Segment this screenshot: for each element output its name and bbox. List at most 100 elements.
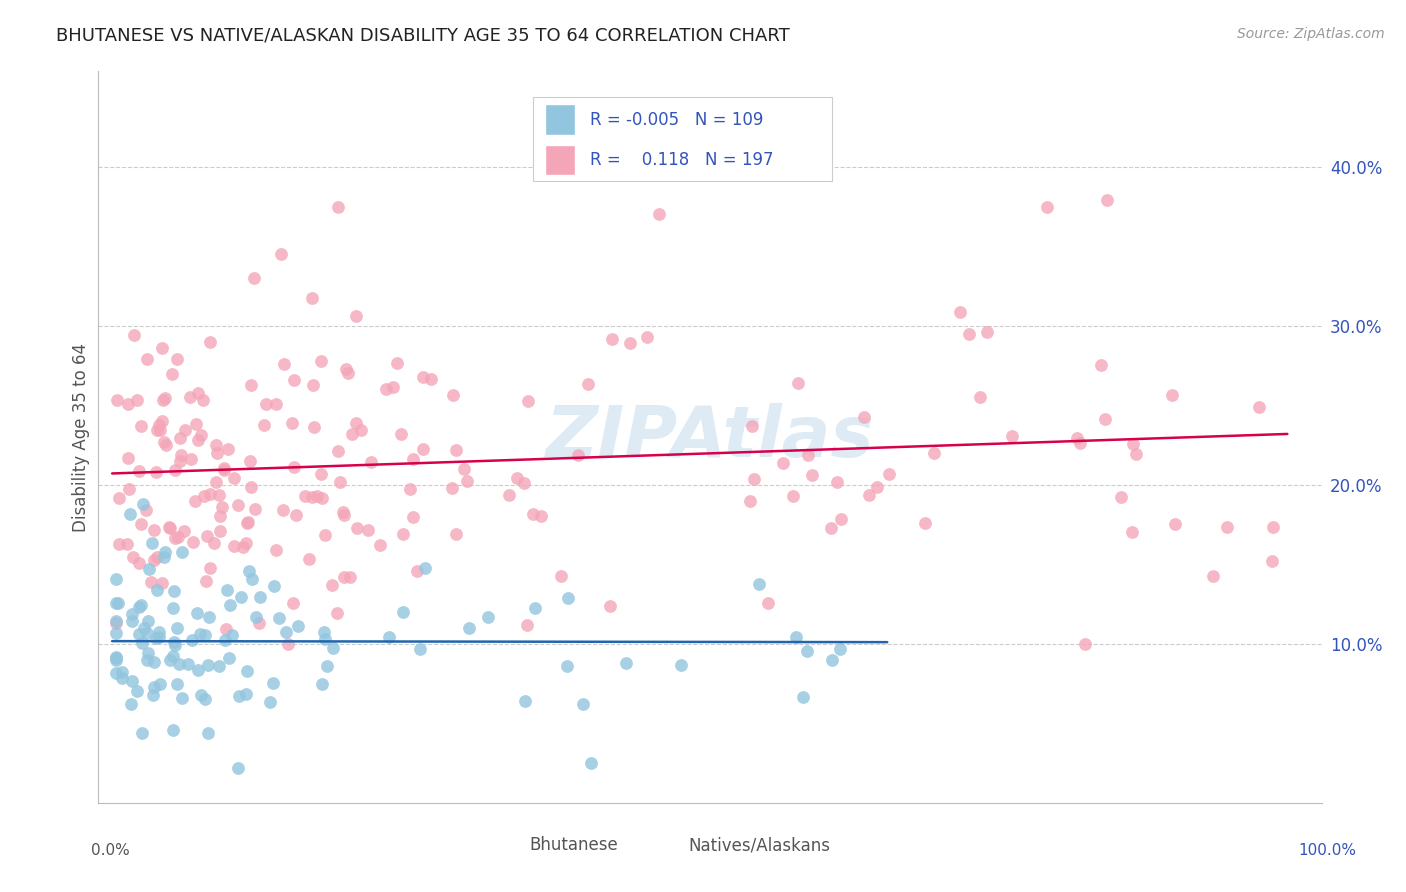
Point xyxy=(128,464,150,478)
Point xyxy=(194,628,217,642)
Point xyxy=(785,630,807,644)
Point xyxy=(111,672,134,686)
Point xyxy=(162,649,184,664)
Point xyxy=(162,600,184,615)
Point xyxy=(1090,358,1112,372)
Point xyxy=(820,521,842,535)
Point xyxy=(524,600,547,615)
Point xyxy=(128,627,150,641)
Point xyxy=(221,628,243,642)
Point xyxy=(198,334,221,349)
Point xyxy=(197,658,219,673)
Point xyxy=(135,503,157,517)
Point xyxy=(166,351,188,366)
Point xyxy=(311,491,333,506)
Point xyxy=(412,370,434,384)
Point xyxy=(530,508,553,523)
Point xyxy=(357,523,380,537)
Point xyxy=(118,483,141,497)
Bar xyxy=(496,830,523,858)
Point xyxy=(636,329,658,343)
Point xyxy=(392,605,415,619)
Point xyxy=(314,624,336,639)
Point xyxy=(828,641,851,656)
Point xyxy=(377,631,399,645)
Point xyxy=(236,664,259,678)
Point xyxy=(243,271,266,285)
Point xyxy=(412,442,434,456)
Point xyxy=(177,657,200,671)
Point xyxy=(209,508,232,523)
Point xyxy=(236,516,259,530)
Point xyxy=(329,475,352,489)
Text: Natives/Alaskans: Natives/Alaskans xyxy=(688,836,830,855)
Point xyxy=(169,431,191,445)
Point xyxy=(170,448,193,462)
Point xyxy=(215,582,238,597)
Point xyxy=(211,500,233,514)
Point xyxy=(1263,520,1285,534)
Point xyxy=(131,726,153,740)
Point xyxy=(401,509,423,524)
Point xyxy=(166,621,188,635)
Point xyxy=(866,480,889,494)
Point xyxy=(600,333,623,347)
Point xyxy=(155,438,177,452)
Point xyxy=(1121,437,1143,451)
Point xyxy=(138,562,160,576)
Point xyxy=(174,423,197,437)
Point xyxy=(143,655,166,669)
Point xyxy=(441,388,464,402)
Point xyxy=(259,695,281,709)
Point xyxy=(344,416,367,430)
Point xyxy=(399,482,422,496)
Point xyxy=(517,394,540,409)
Point xyxy=(129,598,152,612)
Text: R = -0.005   N = 109: R = -0.005 N = 109 xyxy=(591,111,763,128)
Point xyxy=(187,386,209,401)
Point xyxy=(1094,412,1116,426)
Point xyxy=(198,609,221,624)
Point xyxy=(576,377,599,392)
Point xyxy=(224,539,246,553)
Point xyxy=(132,497,155,511)
Point xyxy=(1121,525,1143,540)
Point xyxy=(235,536,257,550)
Point xyxy=(131,635,153,649)
Point xyxy=(1001,429,1024,443)
Point xyxy=(108,491,131,505)
Point xyxy=(163,531,186,545)
Point xyxy=(153,434,176,449)
Point xyxy=(360,455,382,469)
Point xyxy=(301,291,323,305)
Point xyxy=(104,596,127,610)
Point xyxy=(172,545,194,559)
Point xyxy=(238,564,260,578)
Point xyxy=(149,677,172,691)
Point xyxy=(138,614,160,628)
Point xyxy=(274,624,297,639)
Point xyxy=(336,366,359,380)
Point xyxy=(550,569,572,583)
Point xyxy=(326,444,349,458)
Point xyxy=(516,617,538,632)
Point xyxy=(382,380,405,394)
Y-axis label: Disability Age 35 to 64: Disability Age 35 to 64 xyxy=(72,343,90,532)
Point xyxy=(153,392,176,406)
Point xyxy=(350,423,373,437)
Point xyxy=(311,467,333,481)
Point xyxy=(797,448,820,462)
Point xyxy=(281,416,304,430)
Point xyxy=(107,596,129,610)
Point xyxy=(195,574,218,589)
Point xyxy=(877,467,900,481)
Point xyxy=(226,761,249,775)
Point xyxy=(190,428,212,442)
Point xyxy=(513,694,536,708)
Point xyxy=(197,726,219,740)
Point xyxy=(167,657,190,671)
Point xyxy=(512,475,534,490)
Point xyxy=(200,487,222,501)
Point xyxy=(821,653,844,667)
Point xyxy=(149,423,172,437)
